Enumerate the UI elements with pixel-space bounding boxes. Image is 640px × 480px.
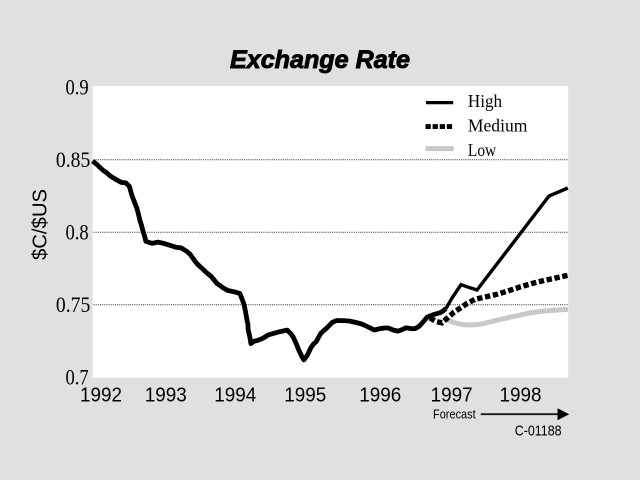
svg-text:Forecast: Forecast	[433, 407, 476, 422]
svg-text:$C/$US: $C/$US	[30, 189, 52, 260]
svg-text:0.85: 0.85	[56, 147, 90, 172]
svg-text:0.9: 0.9	[66, 75, 89, 100]
svg-text:0.75: 0.75	[56, 292, 90, 317]
svg-text:1994: 1994	[214, 384, 256, 407]
svg-text:1996: 1996	[359, 384, 401, 407]
svg-text:1993: 1993	[145, 384, 187, 407]
svg-text:0.8: 0.8	[66, 220, 89, 245]
svg-text:Medium: Medium	[468, 115, 528, 135]
svg-text:1995: 1995	[284, 384, 326, 407]
svg-text:Low: Low	[468, 140, 496, 160]
svg-text:1997: 1997	[431, 384, 473, 407]
svg-text:Exchange Rate: Exchange Rate	[230, 46, 410, 74]
svg-text:1998: 1998	[500, 384, 542, 407]
svg-text:High: High	[468, 91, 502, 111]
svg-text:C-01188: C-01188	[515, 423, 562, 440]
svg-text:1992: 1992	[80, 384, 122, 407]
svg-text:0.7: 0.7	[66, 365, 89, 390]
